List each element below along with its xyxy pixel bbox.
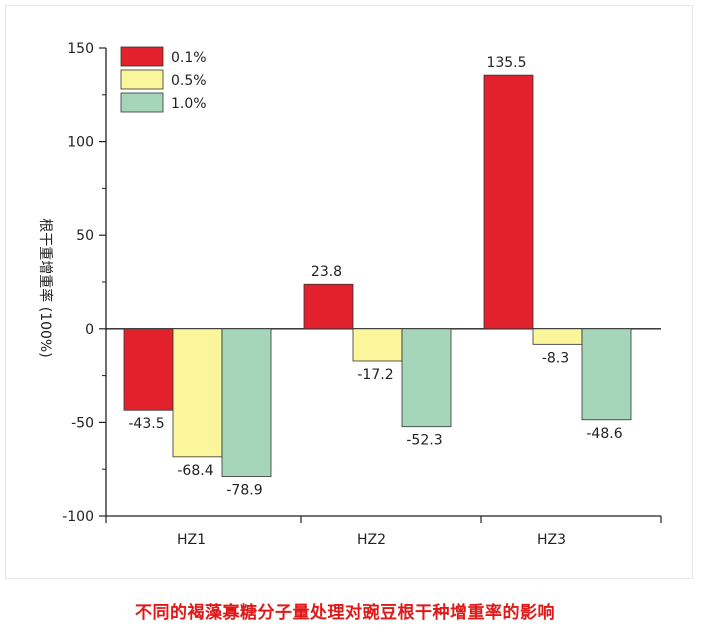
y-axis-label: 根干重增重率 (100%) [37, 218, 54, 357]
bars [123, 74, 632, 477]
data-label: -17.2 [357, 367, 393, 383]
data-label: -43.5 [128, 416, 164, 432]
legend-label: 0.5% [171, 73, 207, 89]
x-tick-label: HZ3 [537, 532, 566, 548]
data-label: -48.6 [586, 426, 622, 442]
y-tick-label: 0 [85, 322, 94, 338]
bar [123, 328, 174, 411]
bar [303, 283, 354, 330]
data-label: -8.3 [542, 350, 569, 366]
bar [581, 328, 632, 421]
chart-frame: -100 -50 0 50 100 150 HZ1 HZ2 HZ3 -43.5 23.8 135.5… [5, 5, 693, 579]
legend-label: 0.1% [171, 50, 207, 66]
bar [401, 328, 452, 428]
legend-label: 1.0% [171, 96, 207, 112]
legend-swatch [120, 69, 164, 90]
bar [532, 328, 583, 345]
legend-swatch [120, 46, 164, 67]
legend: 0.1% 0.5% 1.0% [120, 46, 207, 113]
y-tick-label: -50 [71, 415, 94, 431]
data-label: 135.5 [486, 55, 526, 71]
x-tick-label: HZ1 [177, 532, 206, 548]
bar [352, 328, 403, 362]
bar [221, 328, 272, 477]
x-tick-label: HZ2 [357, 532, 386, 548]
y-tick-label: 50 [76, 228, 94, 244]
bar-chart: -100 -50 0 50 100 150 HZ1 HZ2 HZ3 -43.5 23.8 135.5… [37, 41, 662, 548]
y-tick-label: 100 [67, 135, 94, 151]
axes: -100 -50 0 50 100 150 HZ1 HZ2 HZ3 [62, 41, 662, 548]
data-label: -78.9 [226, 483, 262, 499]
y-tick-label: -100 [62, 509, 94, 525]
data-label: -68.4 [177, 463, 213, 479]
y-tick-label: 150 [67, 41, 94, 57]
value-labels: -43.5 23.8 135.5 -68.4 -17.2 -8.3 -78.9 -52.3 -4… [128, 55, 622, 498]
bar [172, 328, 223, 458]
bar [483, 74, 534, 330]
figure-caption: 不同的褐藻寡糖分子量处理对豌豆根干种增重率的影响 [135, 603, 555, 623]
legend-swatch [120, 92, 164, 113]
data-label: -52.3 [406, 433, 442, 449]
data-label: 23.8 [311, 264, 342, 280]
